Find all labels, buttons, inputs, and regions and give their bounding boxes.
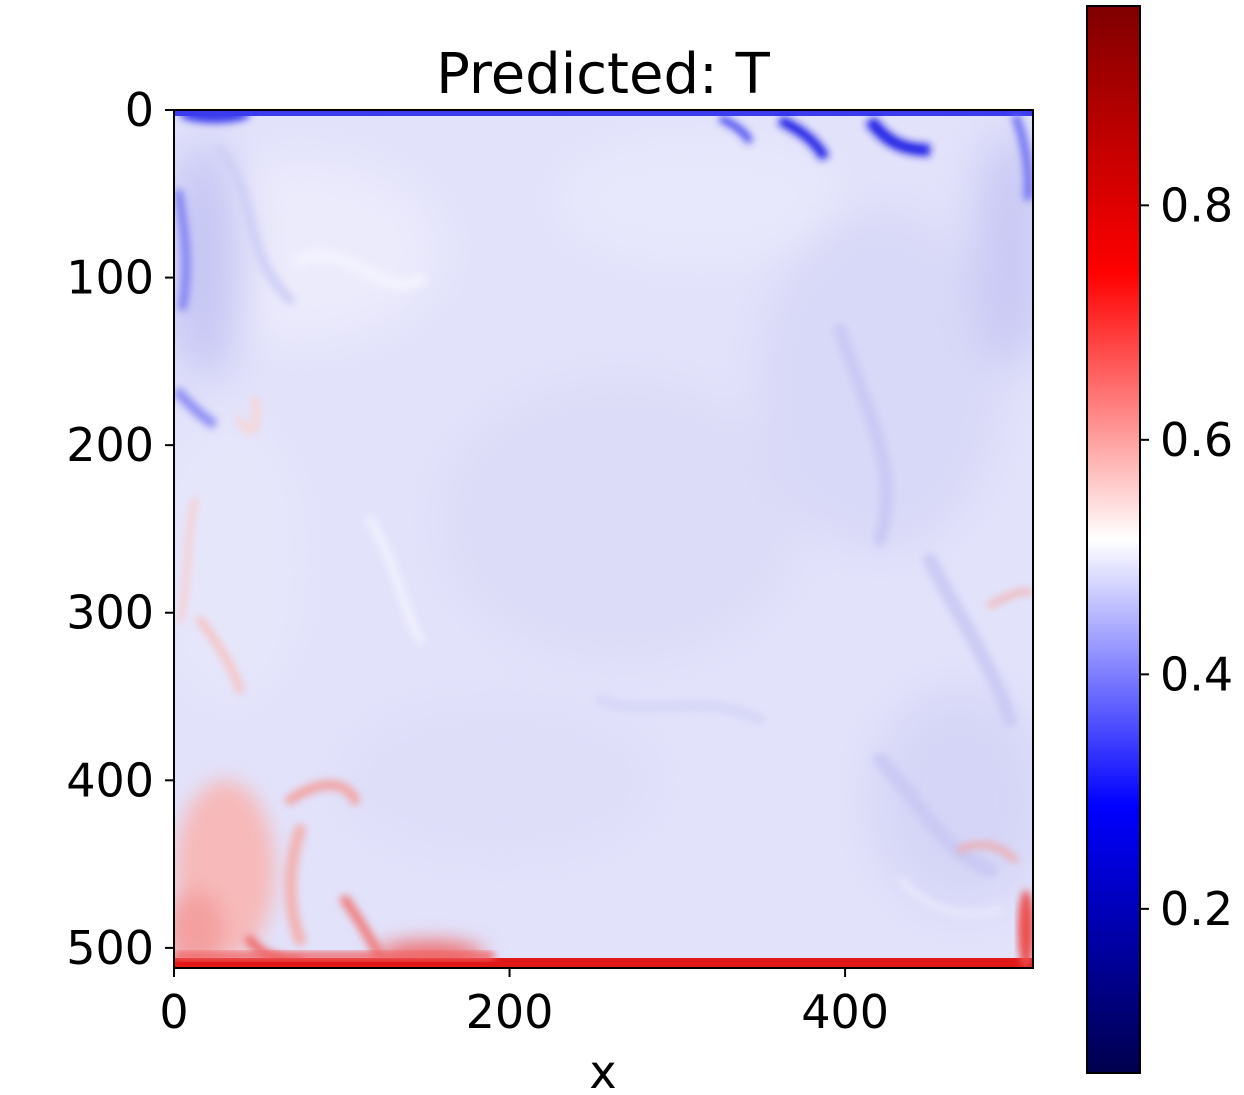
x-axis-ticks: 0 200 400 bbox=[159, 968, 889, 1039]
colorbar-ticks: 0.2 0.4 0.6 0.8 bbox=[1140, 178, 1233, 936]
y-tick-label: 300 bbox=[66, 586, 154, 640]
x-tick-label: 0 bbox=[159, 985, 188, 1039]
colorbar-tick-label: 0.8 bbox=[1160, 178, 1233, 232]
plot-frame bbox=[173, 109, 1034, 969]
chart-title: Predicted: T bbox=[436, 42, 771, 107]
x-tick-label: 400 bbox=[801, 985, 889, 1039]
y-tick-label: 400 bbox=[66, 753, 154, 807]
y-axis-ticks: 0 100 200 300 400 500 bbox=[66, 83, 174, 975]
colorbar bbox=[1086, 5, 1141, 1074]
wisps bbox=[215, 145, 1017, 917]
cold-top-boundary bbox=[174, 110, 1033, 430]
colorbar-tick-label: 0.4 bbox=[1160, 647, 1233, 701]
heatmap-field bbox=[174, 110, 1033, 968]
y-tick-label: 500 bbox=[66, 921, 154, 975]
colorbar-tick-label: 0.2 bbox=[1160, 882, 1233, 936]
colorbar-tick-label: 0.6 bbox=[1160, 413, 1233, 467]
hot-bottom-region bbox=[174, 497, 1033, 968]
y-tick-label: 200 bbox=[66, 418, 154, 472]
x-axis-label: x bbox=[589, 1045, 616, 1095]
x-tick-label: 200 bbox=[466, 985, 554, 1039]
y-tick-label: 0 bbox=[125, 83, 154, 137]
y-tick-label: 100 bbox=[66, 251, 154, 305]
